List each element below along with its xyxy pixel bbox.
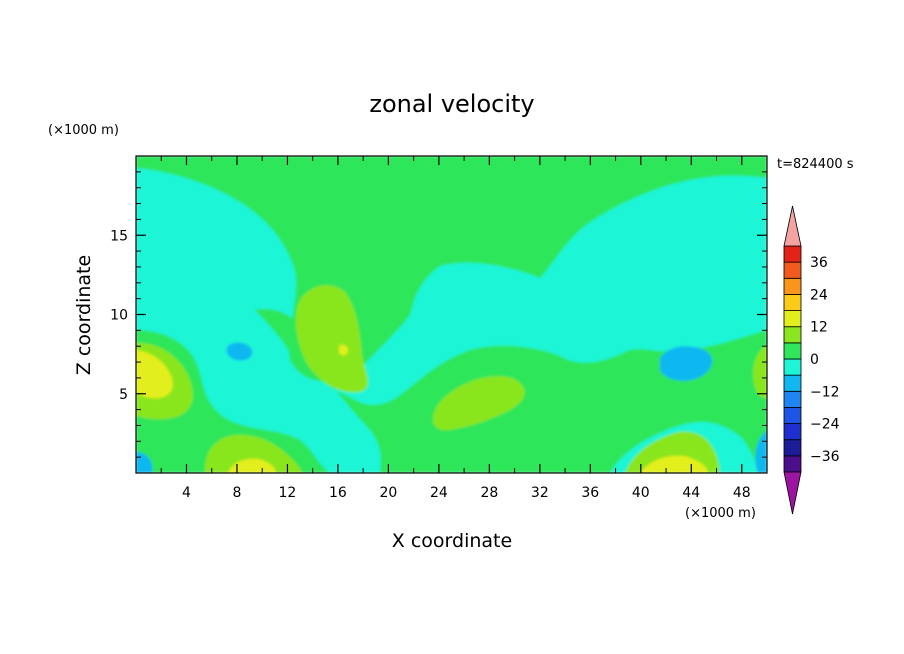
x-tick-label-36: 36: [581, 485, 599, 501]
x-axis-ticks: 4 8 12 16 20 24 28 32 36 40 44 48: [160, 156, 751, 501]
colorbar-swatch: [783, 277, 802, 295]
contour-yellowgreen-rightedge: [753, 345, 767, 398]
colorbar-label-24: 24: [810, 287, 828, 303]
y-unit-label: (×1000 m): [48, 123, 119, 138]
colorbar-swatch: [783, 390, 802, 408]
x-tick-label-16: 16: [329, 485, 347, 501]
colorbar-label--24: −24: [810, 417, 840, 433]
colorbar-swatch: [783, 294, 802, 311]
x-tick-label-12: 12: [279, 485, 297, 501]
contour-field: [136, 156, 767, 473]
contour-yellowgreen-center: [295, 285, 368, 393]
colorbar-label--36: −36: [810, 449, 840, 465]
y-tick-label-10: 10: [110, 308, 128, 324]
colorbar-label-36: 36: [810, 255, 828, 271]
colorbar-swatch: [783, 455, 802, 473]
colorbar-under-triangle: [783, 471, 802, 515]
colorbar-swatch: [783, 423, 802, 441]
y-axis-ticks: 5 10 15: [110, 171, 767, 458]
contour-yellowgreen-mid: [433, 376, 525, 431]
colorbar-label-0: 0: [810, 352, 819, 368]
x-unit-label: (×1000 m): [685, 506, 756, 521]
colorbar: −36 −24 −12 0 12 24 36: [783, 205, 840, 515]
colorbar-swatch: [783, 358, 802, 376]
contour-cyan-right: [660, 346, 713, 381]
colorbar-label-12: 12: [810, 320, 828, 336]
colorbar-swatch: [783, 374, 802, 392]
x-tick-label-4: 4: [182, 485, 191, 501]
contour-yellow-center-spot: [339, 344, 348, 356]
time-label: t=824400 s: [777, 157, 854, 172]
colorbar-swatch: [783, 261, 802, 279]
colorbar-swatch: [783, 407, 802, 424]
colorbar-over-triangle: [783, 205, 802, 247]
y-tick-label-5: 5: [119, 387, 128, 403]
contour-yellow-left: [136, 350, 173, 399]
contour-cyan-left: [226, 342, 253, 361]
x-tick-label-48: 48: [733, 485, 751, 501]
colorbar-swatch: [783, 310, 802, 328]
colorbar-swatch: [783, 342, 802, 360]
x-tick-label-8: 8: [232, 485, 241, 501]
x-axis-label: X coordinate: [392, 530, 512, 552]
colorbar-swatch: [783, 245, 802, 263]
x-tick-label-28: 28: [480, 485, 498, 501]
x-tick-label-24: 24: [430, 485, 448, 501]
x-tick-label-40: 40: [632, 485, 650, 501]
x-tick-label-20: 20: [379, 485, 397, 501]
y-tick-label-15: 15: [110, 228, 128, 244]
contour-yellow-bottomleft: [228, 458, 276, 473]
colorbar-swatch: [783, 439, 802, 457]
x-tick-label-44: 44: [682, 485, 700, 501]
colorbar-label--12: −12: [810, 384, 840, 400]
y-axis-label: Z coordinate: [73, 255, 95, 375]
chart-title: zonal velocity: [369, 90, 534, 118]
colorbar-swatch: [783, 326, 802, 344]
contour-cyan-rightedge: [755, 430, 767, 473]
contour-yellowgreen-bottomleft: [204, 434, 302, 473]
contour-green-left: [136, 330, 330, 473]
x-tick-label-32: 32: [531, 485, 549, 501]
